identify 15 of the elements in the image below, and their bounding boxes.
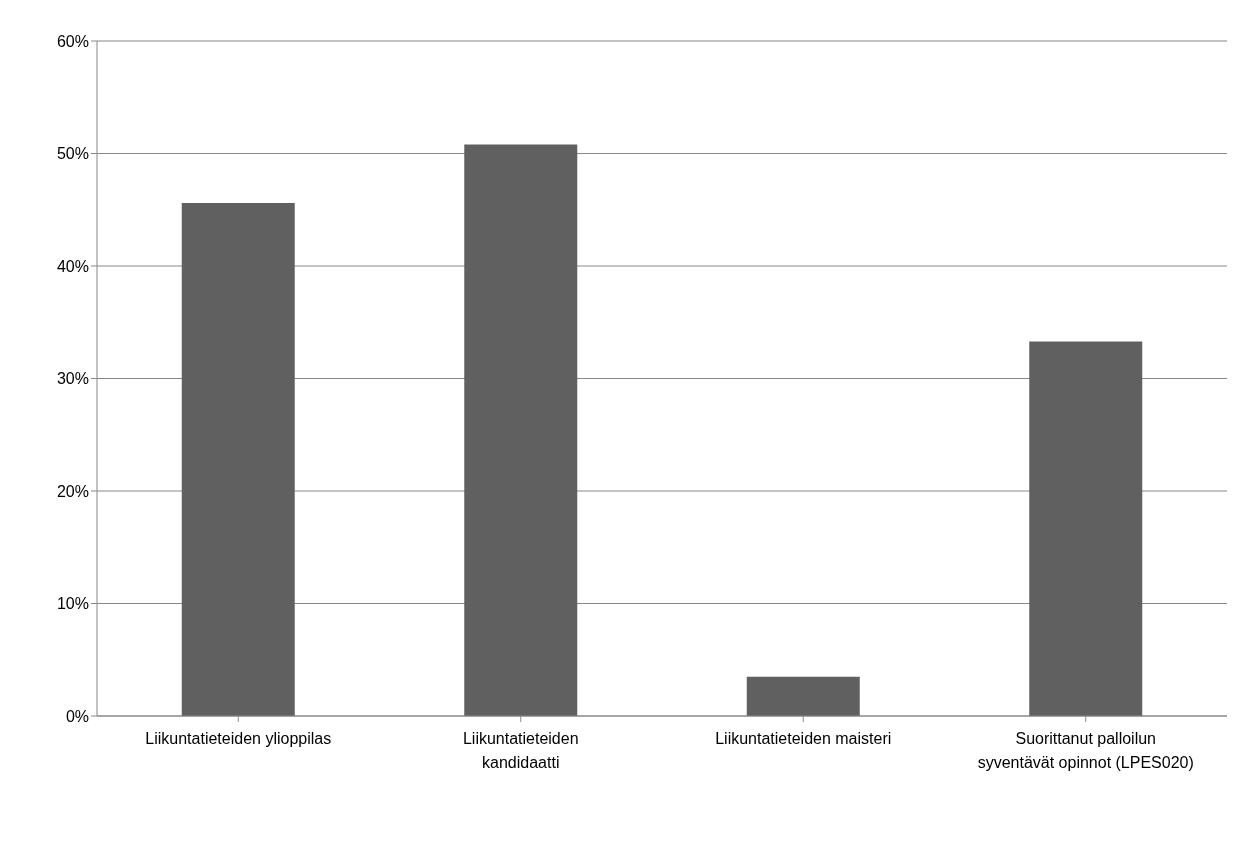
x-tick-label: Suorittanut palloilun syventävät opinnot (LPES020) <box>977 730 1194 771</box>
y-tick-label: 30% <box>56 370 89 388</box>
y-tick-label: 50% <box>56 145 89 163</box>
bar <box>464 144 578 716</box>
y-tick-label: 20% <box>56 482 89 500</box>
x-tick-label: Liikuntatieteiden ylioppilas <box>145 730 332 747</box>
bar <box>746 676 860 716</box>
x-tick-label: Liikuntatieteiden maisteri <box>715 730 892 747</box>
y-tick-label: 10% <box>56 595 89 613</box>
bar <box>1029 341 1143 716</box>
y-tick-label: 40% <box>56 257 89 275</box>
x-tick-label: Liikuntatieteiden kandidaatti <box>462 730 579 771</box>
bar <box>181 203 295 716</box>
y-tick-label: 0% <box>65 707 89 725</box>
y-tick-label: 60% <box>56 32 89 50</box>
